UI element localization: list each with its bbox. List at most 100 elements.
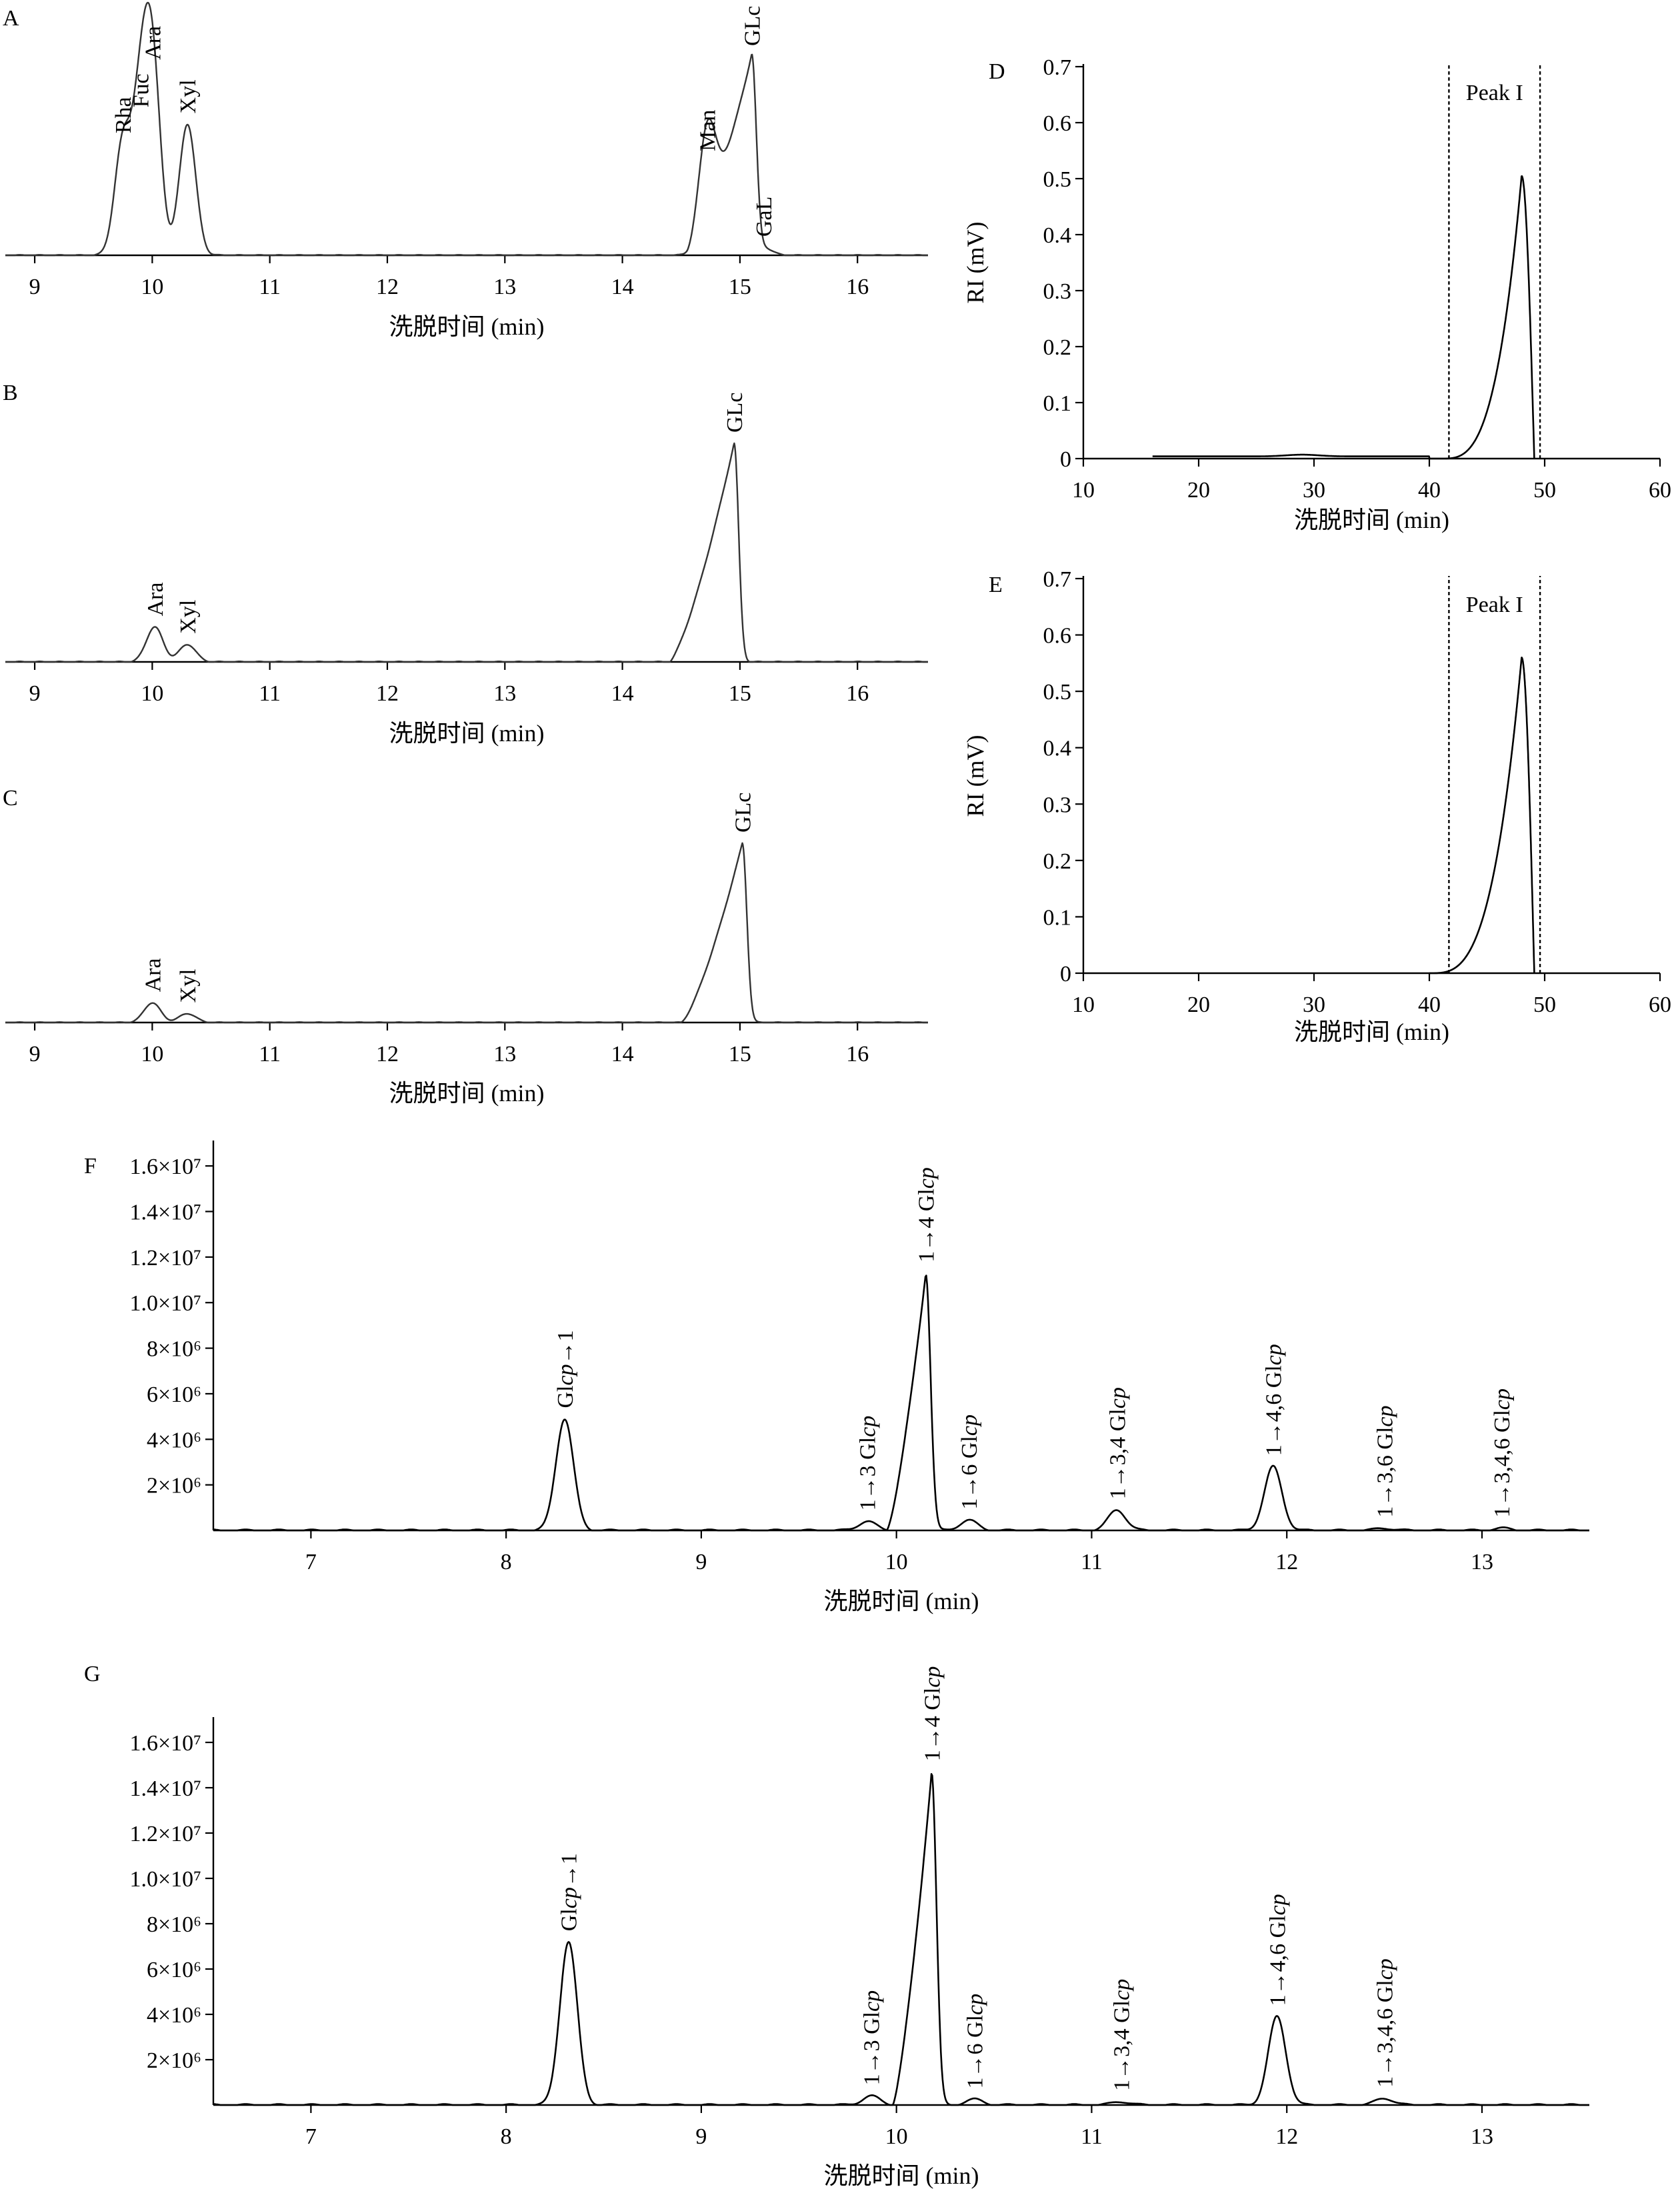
- x-tick-label: 10: [1072, 478, 1095, 503]
- y-tick-label: 0.6: [1043, 111, 1072, 136]
- y-tick-label: 8×10⁶: [147, 1912, 201, 1937]
- y-tick-label: 1.6×10⁷: [129, 1154, 201, 1179]
- x-tick-label: 12: [376, 275, 399, 299]
- x-tick-label: 60: [1649, 478, 1671, 503]
- y-tick-label: 8×10⁶: [147, 1337, 201, 1362]
- peak-label: GLc: [731, 793, 755, 833]
- peak-label: 1→3 Glcp: [856, 1416, 881, 1511]
- y-tick-label: 0.4: [1043, 737, 1072, 761]
- x-tick-label: 30: [1303, 478, 1325, 503]
- x-tick-label: 40: [1418, 478, 1441, 503]
- x-axis-label: 洗脱时间 (min): [389, 313, 545, 340]
- chromatogram-trace: [5, 442, 929, 663]
- peak-label: Xyl: [176, 969, 201, 1003]
- y-tick-label: 0: [1060, 447, 1071, 472]
- x-tick-label: 12: [1275, 1550, 1298, 1574]
- chromatogram-trace: [5, 842, 929, 1024]
- ri-trace: [1428, 657, 1535, 975]
- x-tick-label: 8: [501, 1550, 512, 1574]
- ri-trace: [1152, 175, 1535, 460]
- peak-label: 1→3,4,6 Glcp: [1490, 1388, 1515, 1518]
- x-tick-label: 13: [493, 1042, 516, 1067]
- peak-label: 1→4 Glcp: [920, 1666, 945, 1762]
- y-tick-label: 6×10⁶: [147, 1382, 201, 1407]
- peak-label: Ara: [143, 583, 168, 617]
- x-tick-label: 9: [29, 681, 41, 706]
- x-tick-label: 10: [141, 275, 163, 299]
- y-tick-label: 0.1: [1043, 905, 1072, 930]
- peak-label: GLc: [740, 6, 765, 46]
- x-tick-label: 20: [1187, 478, 1210, 503]
- y-tick-label: 0.3: [1043, 793, 1072, 817]
- panel-label: G: [84, 1662, 101, 1686]
- peak-label: 1→6 Glcp: [957, 1414, 982, 1510]
- panel-label: D: [989, 59, 1005, 84]
- x-tick-label: 30: [1303, 993, 1325, 1017]
- x-tick-label: 13: [1471, 1550, 1493, 1574]
- peak-region-label: Peak I: [1466, 593, 1523, 617]
- x-axis-label: 洗脱时间 (min): [389, 1080, 545, 1106]
- panel-b: B 9 10 11 12 13 14 15 16 洗脱时间 (min) Ara Xyl GLc: [3, 381, 929, 747]
- y-tick-label: 4×10⁶: [147, 2003, 201, 2028]
- peak-label: Rha: [111, 97, 136, 133]
- y-tick-label: 2×10⁶: [147, 2048, 201, 2073]
- y-tick-label: 0.5: [1043, 167, 1072, 192]
- x-tick-label: 15: [729, 1042, 751, 1067]
- x-tick-label: 10: [1072, 993, 1095, 1017]
- y-tick-label: 1.0×10⁷: [129, 1291, 201, 1316]
- x-tick-label: 13: [493, 275, 516, 299]
- y-tick-label: 0.7: [1043, 55, 1072, 80]
- panel-e: E 10 20 30 40 50 60 洗脱时间 (min) 0 0.1 0.2 0.3 0.4 0.5 0…: [962, 567, 1671, 1045]
- x-tick-label: 7: [305, 2124, 317, 2149]
- peak-label: 1→3,6 Glcp: [1373, 1405, 1397, 1517]
- x-tick-label: 20: [1187, 993, 1210, 1017]
- y-tick-label: 0.6: [1043, 624, 1072, 649]
- x-tick-label: 11: [259, 275, 281, 299]
- x-tick-label: 9: [29, 1042, 41, 1067]
- peak-label: Man: [695, 110, 720, 151]
- panel-g: G 7 8 9 10 11 12 13 洗脱时间 (min) 2×10⁶ 4×10⁶ 6×10⁶ 8×1…: [84, 1662, 1589, 2189]
- y-tick-label: 1.6×10⁷: [129, 1731, 201, 1756]
- y-tick-label: 0.2: [1043, 335, 1072, 360]
- y-tick-label: 0.5: [1043, 680, 1072, 705]
- peak-label: Ara: [141, 958, 165, 992]
- peak-label: 1→4,6 Glcp: [1265, 1894, 1290, 2006]
- y-tick-label: 6×10⁶: [147, 1958, 201, 1982]
- x-tick-label: 14: [611, 275, 634, 299]
- peak-label: Fuc: [129, 73, 154, 107]
- peak-label: 1→3,4 Glcp: [1109, 1979, 1134, 2091]
- peak-label: 1→4,6 Glcp: [1262, 1344, 1287, 1456]
- x-tick-label: 40: [1418, 993, 1441, 1017]
- x-tick-label: 12: [376, 681, 399, 706]
- x-tick-label: 8: [501, 2124, 512, 2149]
- x-tick-label: 11: [259, 681, 281, 706]
- x-tick-label: 60: [1649, 993, 1671, 1017]
- panel-label: E: [989, 573, 1003, 597]
- peak-label: 1→4 Glcp: [914, 1167, 939, 1262]
- peak-label: Xyl: [176, 600, 201, 634]
- y-axis-label: RI (mV): [962, 735, 989, 817]
- peak-label: 1→3,4 Glcp: [1105, 1387, 1130, 1499]
- peak-label: 1→3 Glcp: [860, 1990, 885, 2086]
- chromatogram-trace: [213, 1773, 1589, 2106]
- y-tick-label: 0.7: [1043, 567, 1072, 592]
- y-tick-label: 1.4×10⁷: [129, 1200, 201, 1225]
- panel-label: F: [84, 1154, 97, 1178]
- x-tick-label: 9: [29, 275, 41, 299]
- panel-label: A: [3, 6, 19, 31]
- x-tick-label: 9: [695, 1550, 707, 1574]
- x-tick-label: 12: [1275, 2124, 1298, 2149]
- y-tick-label: 0.1: [1043, 391, 1072, 416]
- y-tick-label: 0: [1060, 962, 1071, 987]
- panel-label: B: [3, 381, 18, 405]
- y-tick-label: 1.2×10⁷: [129, 1246, 201, 1270]
- x-tick-label: 11: [1081, 2124, 1103, 2149]
- x-tick-label: 11: [1081, 1550, 1103, 1574]
- x-tick-label: 9: [695, 2124, 707, 2149]
- x-tick-label: 13: [1471, 2124, 1493, 2149]
- x-tick-label: 10: [141, 681, 163, 706]
- x-tick-label: 15: [729, 275, 751, 299]
- x-tick-label: 12: [376, 1042, 399, 1067]
